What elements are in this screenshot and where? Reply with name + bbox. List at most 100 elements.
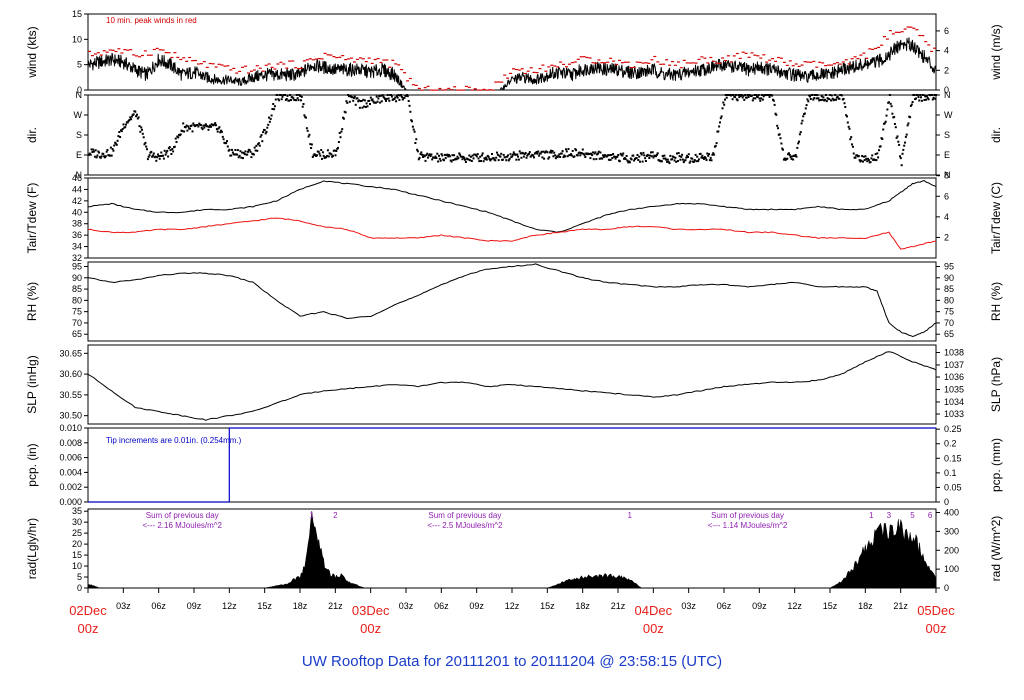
direction-point — [843, 102, 846, 105]
direction-point — [500, 152, 503, 155]
peak-wind-mark — [361, 58, 365, 60]
peak-wind-mark — [135, 55, 139, 57]
direction-point — [210, 125, 212, 128]
direction-point — [335, 150, 338, 152]
direction-point — [710, 159, 713, 162]
peak-wind-mark — [924, 41, 928, 43]
direction-point — [888, 94, 891, 96]
peak-wind-mark — [785, 64, 789, 66]
direction-point — [906, 124, 909, 127]
direction-point — [259, 135, 262, 138]
pcp-left-tick-label: 0.010 — [59, 423, 82, 433]
direction-point — [575, 149, 578, 152]
peak-wind-mark — [832, 63, 836, 65]
direction-point — [829, 94, 832, 96]
direction-point — [485, 156, 488, 159]
peak-wind-mark — [164, 52, 168, 54]
direction-point — [794, 154, 797, 156]
direction-point — [613, 155, 616, 158]
direction-point — [138, 125, 141, 128]
direction-point — [426, 152, 429, 155]
direction-point — [184, 126, 187, 129]
direction-point — [543, 157, 546, 160]
peak-wind-mark — [497, 81, 501, 83]
rh-left-tick-label: 90 — [72, 273, 82, 283]
direction-point — [926, 96, 929, 99]
direction-point — [681, 158, 684, 161]
direction-point — [365, 102, 368, 105]
peak-wind-mark — [768, 59, 772, 61]
wind-left-tick-label: 10 — [72, 34, 82, 44]
direction-point — [870, 157, 873, 160]
slp-series-slp — [87, 351, 937, 421]
direction-point — [787, 152, 790, 155]
peak-wind-mark — [906, 26, 910, 28]
direction-point — [696, 155, 699, 158]
peak-wind-mark — [344, 59, 348, 61]
direction-point — [415, 138, 418, 141]
direction-point — [332, 154, 334, 157]
direction-point — [344, 111, 347, 114]
direction-point — [236, 153, 239, 156]
direction-point — [639, 152, 642, 155]
direction-point — [489, 159, 492, 162]
peak-wind-mark — [93, 53, 97, 55]
slp-right-tick-label: 1034 — [944, 397, 964, 407]
direction-point — [909, 104, 912, 107]
peak-wind-mark — [891, 33, 895, 35]
direction-point — [567, 148, 570, 150]
direction-point — [552, 155, 555, 158]
direction-point — [260, 134, 263, 137]
peak-wind-mark — [588, 57, 592, 59]
direction-point — [639, 160, 641, 163]
rad-marker: 2 — [333, 511, 338, 520]
direction-point — [191, 130, 194, 133]
direction-point — [761, 94, 763, 96]
direction-point — [164, 153, 167, 156]
direction-point — [786, 157, 789, 160]
wind-left-tick-label: 0 — [77, 85, 82, 95]
rad-right-tick-label: 100 — [944, 564, 959, 574]
direction-point — [598, 157, 601, 160]
peak-wind-mark — [341, 55, 345, 57]
peak-wind-mark — [179, 58, 183, 61]
peak-wind-mark — [656, 61, 660, 63]
peak-wind-mark — [653, 55, 657, 58]
direction-point — [778, 133, 781, 136]
direction-point — [542, 150, 545, 153]
direction-point — [408, 104, 411, 107]
peak-wind-mark — [841, 61, 845, 63]
direction-point — [308, 133, 311, 136]
direction-point — [218, 126, 221, 129]
peak-wind-mark — [205, 66, 209, 68]
peak-wind-mark — [567, 63, 571, 65]
direction-point — [93, 155, 96, 158]
direction-point — [663, 154, 666, 157]
peak-wind-mark — [921, 35, 925, 37]
direction-point — [243, 153, 246, 156]
direction-point — [665, 158, 668, 161]
direction-point — [848, 127, 851, 130]
peak-wind-mark — [196, 63, 200, 65]
peak-wind-mark — [726, 55, 730, 57]
temp-left-tick-label: 40 — [72, 207, 82, 217]
direction-point — [635, 157, 638, 160]
direction-point — [515, 158, 518, 161]
direction-point — [384, 98, 387, 101]
peak-wind-mark — [173, 52, 177, 54]
direction-point — [309, 143, 312, 146]
direction-point — [797, 142, 800, 145]
direction-point — [234, 149, 237, 151]
direction-point — [556, 156, 559, 159]
direction-point — [907, 122, 910, 125]
peak-wind-mark — [573, 61, 577, 63]
direction-point — [668, 162, 671, 165]
peak-wind-mark — [238, 70, 242, 72]
direction-point — [409, 110, 412, 113]
direction-point — [757, 94, 760, 96]
direction-point — [258, 144, 261, 147]
peak-wind-mark — [438, 87, 442, 90]
direction-point — [492, 157, 495, 160]
direction-point — [314, 153, 317, 156]
peak-wind-mark — [482, 88, 486, 90]
